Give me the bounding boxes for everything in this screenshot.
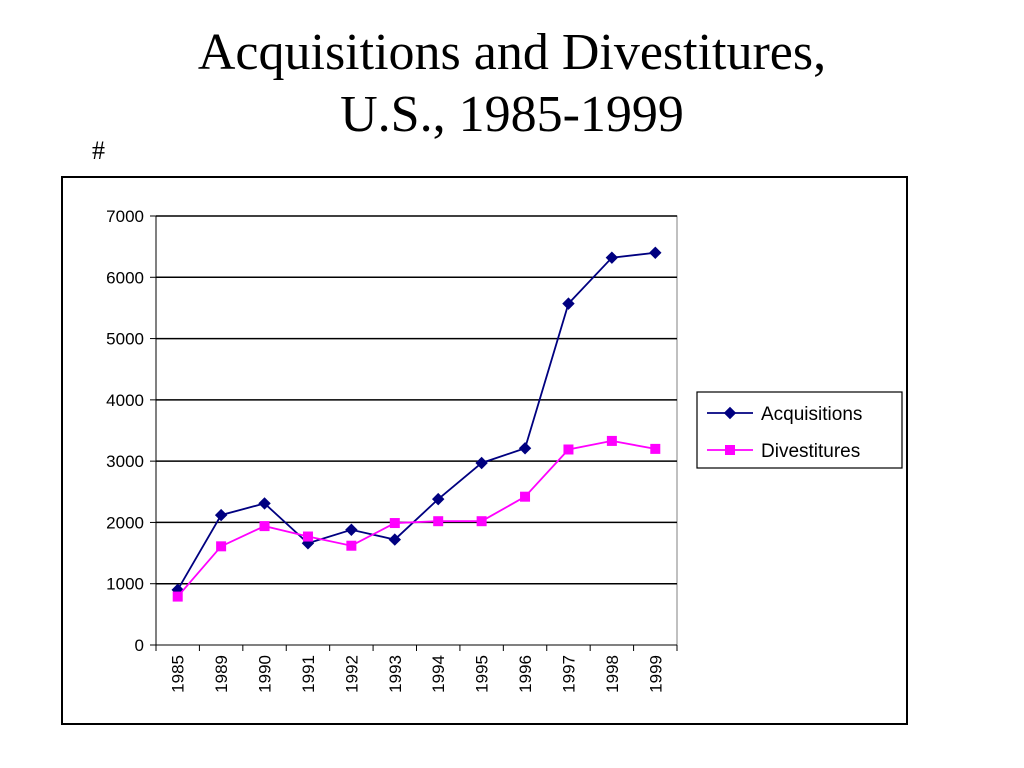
data-point-divestitures (302, 531, 313, 542)
y-tick-label: 7000 (106, 207, 144, 226)
data-point-divestitures (606, 435, 617, 446)
y-unit-label: # (92, 136, 105, 165)
data-point-divestitures (650, 443, 661, 454)
data-point-divestitures (520, 491, 531, 502)
slide-title: Acquisitions and Divestitures, U.S., 198… (0, 22, 1024, 146)
data-point-acquisitions (388, 533, 401, 546)
data-point-acquisitions (475, 456, 488, 470)
x-tick-label: 1999 (646, 655, 665, 693)
data-point-acquisitions (258, 497, 271, 510)
x-tick-label: 1994 (429, 655, 448, 693)
plot-area (155, 215, 678, 646)
data-point-divestitures (389, 518, 400, 529)
y-tick-label: 5000 (106, 330, 144, 349)
y-tick-label: 2000 (106, 513, 144, 532)
data-point-acquisitions (432, 492, 445, 506)
y-tick-label: 3000 (106, 452, 144, 471)
legend-label-divestitures: Divestitures (761, 441, 860, 462)
data-point-divestitures (563, 444, 574, 455)
data-point-divestitures (476, 516, 487, 527)
x-tick-label: 1990 (256, 655, 275, 693)
title-line-1: Acquisitions and Divestitures, (197, 24, 827, 81)
y-tick-label: 4000 (106, 391, 144, 410)
legend-box (696, 391, 903, 469)
x-tick-label: 1998 (603, 655, 622, 693)
data-point-acquisitions (562, 297, 575, 310)
title-line-2: U.S., 1985-1999 (340, 86, 684, 143)
x-tick-label: 1997 (559, 655, 578, 693)
series-line-divestitures (177, 440, 656, 598)
data-point-acquisitions (605, 251, 619, 264)
x-tick-label: 1985 (169, 655, 188, 693)
x-tick-label: 1993 (386, 655, 405, 693)
data-point-divestitures (172, 591, 183, 602)
x-tick-label: 1995 (473, 655, 492, 693)
data-point-divestitures (433, 516, 444, 527)
legend-marker-divestitures (725, 445, 735, 455)
y-tick-label: 6000 (106, 268, 144, 287)
data-point-acquisitions (518, 442, 532, 455)
data-point-divestitures (216, 541, 227, 552)
x-tick-label: 1992 (342, 655, 361, 693)
series-line-acquisitions (176, 251, 656, 591)
x-tick-label: 1996 (516, 655, 535, 693)
y-tick-label: 1000 (106, 575, 144, 594)
legend-label-acquisitions: Acquisitions (761, 404, 862, 425)
legend-marker-acquisitions (723, 406, 737, 420)
data-point-acquisitions (345, 523, 358, 536)
y-tick-label: 0 (135, 636, 144, 655)
data-point-acquisitions (649, 246, 662, 259)
x-tick-label: 1991 (299, 655, 318, 693)
data-point-divestitures (259, 521, 270, 532)
data-point-divestitures (346, 540, 357, 551)
x-tick-label: 1989 (212, 655, 231, 693)
data-point-acquisitions (214, 508, 228, 522)
